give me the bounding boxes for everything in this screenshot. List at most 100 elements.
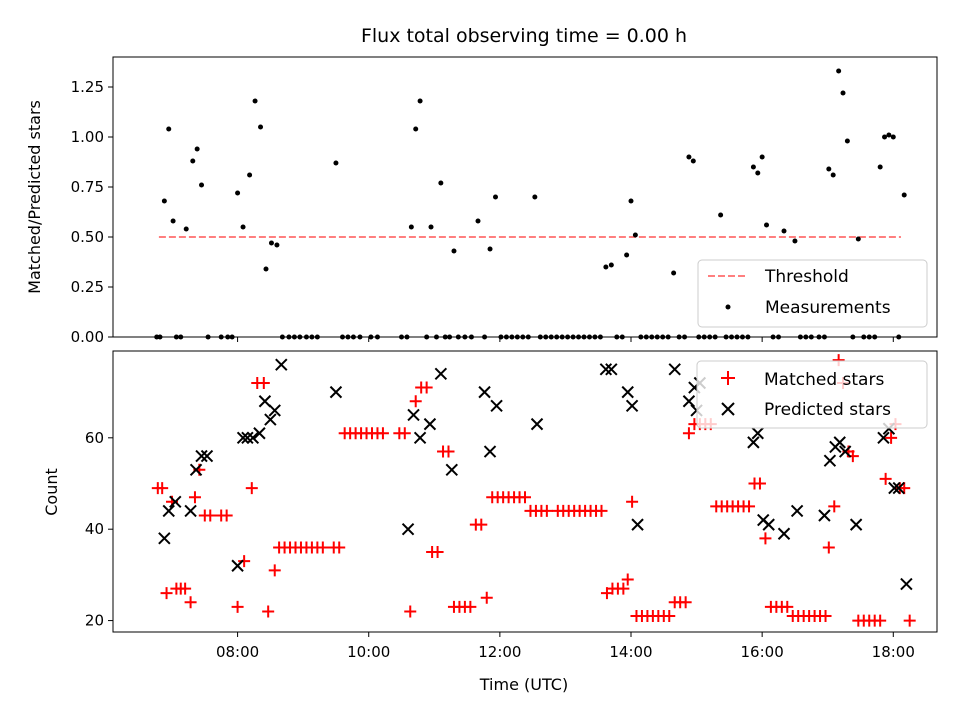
matched-star-point: [376, 427, 389, 440]
predicted-star-point: [275, 358, 288, 371]
predicted-star-point: [413, 431, 427, 445]
predicted-star-point: [241, 431, 254, 445]
bottom-panel: 20 40 60 08:00 10:00 12:00 14:00 16:00 18:00 Co…: [42, 350, 938, 694]
matched-star-point: [404, 605, 417, 618]
top-y-ticks: 0.00 0.25 0.50 0.75 1.00 1.25: [71, 78, 113, 346]
measurement-point: [532, 194, 538, 200]
matched-star-point: [595, 504, 608, 517]
matched-star-point: [621, 573, 634, 586]
matched-star-point: [626, 495, 639, 508]
measurement-point: [755, 170, 761, 176]
predicted-star-point: [888, 481, 901, 495]
bottom-legend-box: [696, 360, 928, 429]
bottom-ytick-label: 40: [85, 520, 104, 538]
matched-star-point: [759, 532, 772, 545]
bottom-y-ticks: 20 40 60: [85, 429, 113, 630]
matched-star-point: [420, 381, 433, 394]
top-legend-box: [697, 259, 928, 328]
measurement-point: [487, 246, 493, 252]
measurement-point: [686, 154, 692, 160]
matched-star-point: [480, 591, 493, 604]
bottom-ytick-label: 20: [85, 612, 104, 630]
predicted-star-point: [231, 559, 244, 572]
top-ytick-label: 1.00: [71, 128, 104, 146]
predicted-star-point: [434, 367, 448, 381]
matched-star-point: [333, 541, 346, 554]
xtick-label: 16:00: [741, 643, 784, 661]
measurement-point: [855, 236, 861, 242]
matched-star-point: [753, 477, 766, 490]
matched-star-point: [781, 600, 794, 613]
measurement-point: [877, 164, 883, 170]
measurement-point: [170, 218, 176, 224]
matched-star-point: [160, 587, 173, 600]
measurement-point: [690, 158, 696, 164]
predicted-star-point: [195, 449, 208, 463]
predicted-star-point: [253, 427, 266, 440]
matched-star-point: [475, 518, 488, 531]
matched-star-point: [822, 541, 835, 554]
predicted-star-point: [762, 518, 775, 531]
predicted-star-point: [445, 463, 458, 477]
measurement-point: [886, 132, 892, 138]
matched-star-point: [879, 472, 892, 485]
legend-predicted-marker: [721, 402, 735, 416]
measurement-point: [608, 262, 614, 268]
xtick-label: 14:00: [609, 643, 652, 661]
bottom-ytick-label: 60: [85, 429, 104, 447]
predicted-star-point: [877, 431, 890, 445]
predicted-star-point: [900, 577, 913, 591]
matched-star-point: [231, 600, 244, 613]
matched-star-point: [409, 395, 422, 408]
predicted-star-point: [200, 449, 214, 463]
predicted-star-point: [268, 404, 281, 417]
measurement-point: [166, 126, 172, 132]
measurement-point: [792, 238, 798, 244]
measurement-point: [258, 124, 264, 130]
measurement-point: [183, 226, 189, 232]
predicted-star-point: [483, 445, 497, 458]
bottom-legend: Matched stars Predicted stars: [696, 360, 928, 429]
measurement-point: [830, 172, 836, 178]
top-ytick-label: 0.75: [71, 178, 104, 196]
predicted-star-point: [833, 436, 846, 449]
predicted-star-point: [631, 518, 644, 531]
predicted-star-point: [189, 463, 203, 477]
predicted-star-point: [264, 413, 277, 426]
predicted-star-point: [621, 385, 634, 399]
measurement-point: [759, 154, 765, 160]
matched-star-point: [257, 376, 270, 389]
predicted-star-point: [838, 445, 852, 458]
predicted-star-point: [668, 363, 681, 376]
measurement-point: [901, 192, 907, 198]
measurement-point: [190, 158, 196, 164]
measurement-point: [428, 224, 434, 230]
predicted-star-point: [246, 431, 260, 445]
measurement-point: [408, 224, 414, 230]
legend-matched-label: Matched stars: [764, 370, 884, 390]
measurement-point: [451, 248, 457, 254]
bottom-points-layer: [151, 354, 916, 627]
matched-star-point: [519, 491, 531, 504]
matched-star-point: [903, 614, 916, 627]
bottom-ylabel: Count: [42, 468, 61, 516]
measurement-point: [194, 146, 200, 152]
predicted-star-point: [490, 399, 503, 413]
legend-matched-marker: [721, 371, 735, 385]
matched-star-point: [238, 555, 251, 568]
top-ylabel: Matched/Predicted stars: [25, 100, 44, 294]
x-axis-label: Time (UTC): [479, 675, 568, 694]
matched-star-point: [220, 509, 233, 522]
measurement-point: [199, 182, 205, 188]
matched-star-point: [156, 482, 169, 495]
measurement-point: [252, 98, 258, 104]
predicted-star-point: [258, 395, 272, 408]
measurement-point: [781, 228, 787, 234]
top-panel: 0.00 0.25 0.50 0.75 1.00 1.25 Matched/Predict…: [25, 56, 938, 346]
predicted-star-point: [478, 385, 491, 399]
predicted-star-point: [790, 504, 804, 518]
predicted-star-point: [682, 395, 696, 408]
bottom-x-ticks: 08:00 10:00 12:00 14:00 16:00 18:00: [216, 632, 915, 661]
predicted-star-point: [329, 385, 343, 399]
top-axes-frame: [112, 56, 938, 338]
